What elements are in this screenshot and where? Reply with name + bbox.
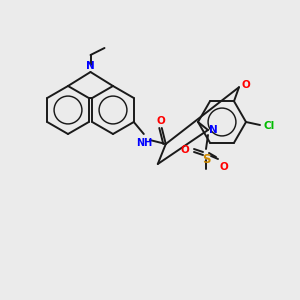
Text: S: S	[202, 153, 210, 166]
Text: O: O	[180, 145, 189, 155]
Text: O: O	[219, 162, 228, 172]
Text: O: O	[241, 80, 250, 90]
Text: NH: NH	[136, 138, 152, 148]
Text: O: O	[156, 116, 165, 126]
Text: N: N	[209, 125, 218, 135]
Text: N: N	[86, 61, 95, 71]
Text: Cl: Cl	[263, 121, 274, 131]
